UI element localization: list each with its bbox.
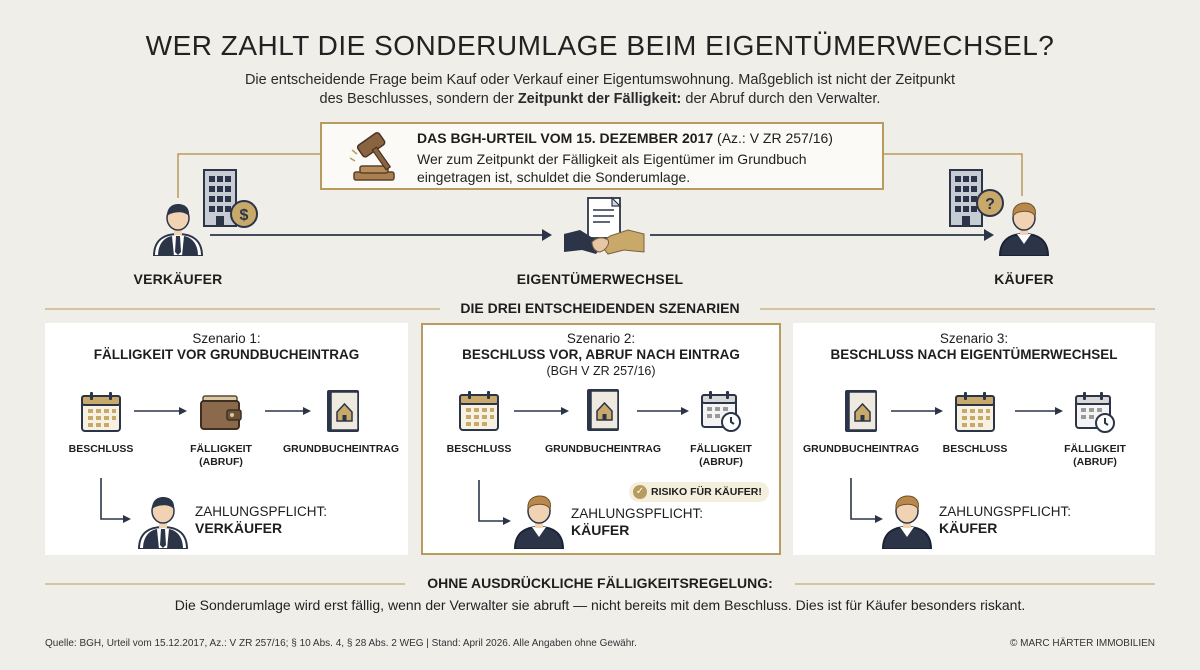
scenario-1-step-1: BESCHLUSS [68, 443, 134, 455]
question-mark-icon: ? [976, 189, 1004, 217]
scenario-3-heading: BESCHLUSS NACH EIGENTÜMERWECHSEL [830, 347, 1118, 362]
buyer-person-icon [877, 493, 937, 549]
buyer-person-icon [509, 493, 569, 549]
scenario-3-step-2: BESCHLUSS [942, 443, 1008, 455]
buyer-person-icon [994, 200, 1054, 256]
bgh-text-line-1: Wer zum Zeitpunkt der Fälligkeit als Eig… [417, 151, 807, 167]
scenarios-divider [45, 308, 1155, 310]
intro-line-2-post: der Abruf durch den Verwalter. [681, 91, 881, 107]
svg-text:?: ? [985, 196, 995, 213]
connector-right [880, 153, 1023, 196]
scenario-2-step-3: FÄLLIGKEIT (ABRUF) [690, 443, 752, 468]
intro-line-1: Die entscheidende Frage beim Kauf oder V… [244, 72, 956, 88]
scenario-1-step-2: FÄLLIGKEIT (ABRUF) [190, 443, 252, 468]
source-note: Quelle: BGH, Urteil vom 15.12.2017, Az.:… [45, 638, 637, 649]
scenario-2-case-ref: (BGH V ZR 257/16) [546, 364, 656, 378]
intro-line-2-pre: des Beschlusses, sondern der [319, 91, 518, 107]
scenario-card-2: Szenario 2: BESCHLUSS VOR, ABRUF NACH EI… [421, 323, 781, 555]
scenario-1-arrows [100, 407, 311, 523]
payment-party: KÄUFER [571, 522, 630, 538]
payment-label: ZAHLUNGSPFLICHT: [195, 504, 328, 519]
scenario-2-payment: ZAHLUNGSPFLICHT: KÄUFER [571, 505, 703, 539]
intro-text: Die entscheidende Frage beim Kauf oder V… [150, 71, 1050, 109]
bgh-text-line-2: eingetragen ist, schuldet die Sonderumla… [417, 169, 691, 185]
risk-badge: ✓ RISIKO FÜR KÄUFER! [629, 482, 769, 502]
intro-line-2-bold: Zeitpunkt der Fälligkeit: [517, 91, 682, 107]
bgh-case-ref: (Az.: V ZR 257/16) [713, 130, 833, 146]
bgh-title-bold: DAS BGH-URTEIL VOM 15. DEZEMBER 2017 [417, 130, 714, 146]
scenario-2-step-1: BESCHLUSS [446, 443, 512, 455]
scenario-2-label: Szenario 2: [566, 331, 636, 346]
payment-party: KÄUFER [939, 520, 998, 536]
scenario-1-heading: FÄLLIGKEIT VOR GRUNDBUCHEINTRAG [93, 347, 360, 362]
scenario-card-3: Szenario 3: BESCHLUSS NACH EIGENTÜMERWEC… [793, 323, 1155, 555]
scenario-1-step-3: GRUNDBUCHEINTRAG [282, 443, 400, 455]
scenario-card-1: Szenario 1: FÄLLIGKEIT VOR GRUNDBUCHEINT… [45, 323, 408, 555]
scenario-3-payment: ZAHLUNGSPFLICHT: KÄUFER [939, 503, 1071, 537]
scenario-2-arrows [478, 407, 689, 525]
transfer-label: EIGENTÜMERWECHSEL [516, 271, 684, 287]
check-icon: ✓ [633, 485, 647, 499]
seller-person-icon [133, 493, 193, 549]
scenario-3-step-3: FÄLLIGKEIT (ABRUF) [1064, 443, 1126, 468]
bgh-text: Wer zum Zeitpunkt der Fälligkeit als Eig… [417, 150, 807, 186]
risk-badge-text: RISIKO FÜR KÄUFER! [651, 486, 762, 498]
scenario-2-heading: BESCHLUSS VOR, ABRUF NACH EINTRAG [462, 347, 740, 362]
intro-line-2: des Beschlusses, sondern der Zeitpunkt d… [150, 90, 1050, 109]
flow-arrowhead-1 [542, 229, 552, 241]
seller-person-icon [148, 200, 208, 256]
scenario-1-label: Szenario 1: [192, 331, 261, 346]
gavel-icon [349, 132, 395, 181]
svg-text:$: $ [240, 207, 249, 224]
handshake-contract-icon [564, 196, 645, 255]
dollar-coin-icon: $ [230, 200, 258, 228]
bgh-ruling-box: DAS BGH-URTEIL VOM 15. DEZEMBER 2017 (Az… [320, 122, 884, 190]
payment-party: VERKÄUFER [195, 520, 283, 536]
scenarios-heading: DIE DREI ENTSCHEIDENDEN SZENARIEN [448, 300, 752, 316]
bottom-text: Die Sonderumlage wird erst fällig, wenn … [174, 597, 1026, 613]
payment-label: ZAHLUNGSPFLICHT: [939, 504, 1072, 519]
bottom-divider [45, 583, 1155, 585]
buyer-label: KÄUFER [994, 271, 1054, 287]
flow-connectors [177, 153, 1023, 241]
payment-label: ZAHLUNGSPFLICHT: [571, 506, 704, 521]
page-title: WER ZAHLT DIE SONDERUMLAGE BEIM EIGENTÜM… [145, 30, 1055, 61]
scenario-3-arrows [850, 407, 1063, 523]
scenario-2-step-2: GRUNDBUCHEINTRAG [544, 443, 662, 455]
scenarios-heading-wrap: DIE DREI ENTSCHEIDENDEN SZENARIEN [0, 300, 1200, 318]
connector-left [177, 153, 320, 198]
bottom-heading: OHNE AUSDRÜCKLICHE FÄLLIGKEITSREGELUNG: [427, 575, 773, 591]
scenario-3-label: Szenario 3: [939, 331, 1009, 346]
flow-arrowhead-2 [984, 229, 994, 241]
seller-label: VERKÄUFER [133, 271, 223, 287]
scenario-3-step-1: GRUNDBUCHEINTRAG [802, 443, 920, 455]
copyright: © MARC HÄRTER IMMOBILIEN [1010, 638, 1155, 649]
bgh-title: DAS BGH-URTEIL VOM 15. DEZEMBER 2017 (Az… [417, 130, 833, 146]
scenario-1-payment: ZAHLUNGSPFLICHT: VERKÄUFER [195, 503, 327, 537]
